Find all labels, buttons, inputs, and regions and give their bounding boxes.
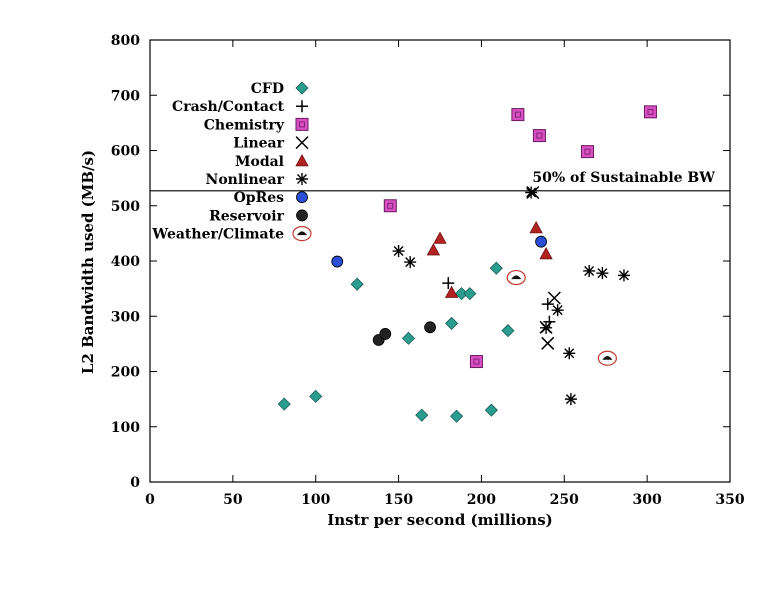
modal-point <box>433 231 447 244</box>
nonlinear-point <box>540 321 553 334</box>
nonlinear-point <box>404 256 417 269</box>
y-axis-label: L2 Bandwidth used (MB/s) <box>79 150 97 374</box>
y-tick-label: 400 <box>111 254 140 270</box>
legend-marker-reservoir <box>296 209 308 222</box>
weather-climate-point <box>597 350 617 366</box>
y-tick-label: 600 <box>111 144 140 160</box>
legend-marker-modal <box>295 153 309 167</box>
x-tick-label: 250 <box>550 492 579 508</box>
chemistry-point <box>532 129 546 143</box>
crash-contact-point <box>543 315 556 328</box>
cfd-point <box>450 409 464 423</box>
sustainable-bw-label: 50% of Sustainable BW <box>532 170 715 186</box>
legend-marker-linear <box>295 136 309 150</box>
nonlinear-point <box>563 347 576 360</box>
chemistry-point <box>469 355 483 369</box>
reservoir-point <box>424 321 436 334</box>
chemistry-point <box>511 108 525 122</box>
x-tick-label: 200 <box>467 492 496 508</box>
cfd-point <box>463 287 477 301</box>
modal-point <box>529 221 543 234</box>
cfd-point <box>501 324 515 338</box>
x-tick-label: 150 <box>384 492 413 508</box>
crash-contact-point <box>442 277 455 290</box>
legend-marker-nonlinear <box>296 173 308 185</box>
legend-label-linear: Linear <box>233 136 284 152</box>
crash-contact-point <box>541 298 554 311</box>
y-tick-label: 100 <box>111 420 140 436</box>
y-tick-label: 500 <box>111 199 140 215</box>
cfd-point <box>309 389 323 403</box>
reservoir-point <box>379 328 392 340</box>
chemistry-point <box>580 145 594 159</box>
y-tick-label: 700 <box>111 88 140 104</box>
modal-point <box>444 285 459 298</box>
cfd-point <box>401 331 416 345</box>
nonlinear-point <box>564 393 577 406</box>
legend-label-crash-contact: Crash/Contact <box>172 99 284 115</box>
cfd-point <box>350 277 364 291</box>
nonlinear-point <box>583 264 596 277</box>
nonlinear-point <box>525 186 538 199</box>
legend-label-reservoir: Reservoir <box>209 208 284 224</box>
legend-label-opres: OpRes <box>234 190 285 206</box>
chemistry-point <box>383 199 397 213</box>
cfd-point <box>489 261 503 275</box>
legend-marker-opres <box>296 191 308 204</box>
legend-label-cfd: CFD <box>251 81 284 97</box>
nonlinear-point <box>596 267 609 280</box>
legend-marker-weather-climate <box>292 226 312 242</box>
nonlinear-point <box>551 304 564 317</box>
nonlinear-point <box>392 245 405 258</box>
modal-point <box>539 246 553 260</box>
y-tick-label: 800 <box>111 33 140 49</box>
weather-climate-point <box>506 269 526 286</box>
x-tick-label: 100 <box>301 492 330 508</box>
y-tick-label: 0 <box>130 475 140 491</box>
legend-marker-cfd <box>295 81 309 95</box>
opres-point <box>535 235 547 248</box>
opres-point <box>331 255 344 268</box>
x-tick-label: 350 <box>715 492 744 508</box>
chemistry-point <box>643 105 657 119</box>
x-tick-label: 300 <box>633 492 662 508</box>
nonlinear-point <box>617 269 630 282</box>
legend-label-chemistry: Chemistry <box>204 117 285 133</box>
y-tick-label: 300 <box>111 309 140 325</box>
legend-label-nonlinear: Nonlinear <box>206 172 285 188</box>
modal-point <box>426 243 441 256</box>
x-axis-label: Instr per second (millions) <box>327 511 553 529</box>
legend-label-weather-climate: Weather/Climate <box>151 227 284 243</box>
cfd-point <box>445 316 459 330</box>
legend-marker-chemistry <box>295 117 309 131</box>
x-tick-label: 50 <box>223 492 243 508</box>
legend-label-modal: Modal <box>235 154 284 170</box>
cfd-point <box>277 397 291 411</box>
cfd-point <box>484 403 498 417</box>
linear-point <box>547 291 561 305</box>
legend-marker-crash-contact <box>296 100 308 113</box>
x-tick-label: 0 <box>145 492 155 508</box>
cfd-point <box>415 408 429 422</box>
linear-point <box>541 336 555 350</box>
y-tick-label: 200 <box>111 365 140 381</box>
